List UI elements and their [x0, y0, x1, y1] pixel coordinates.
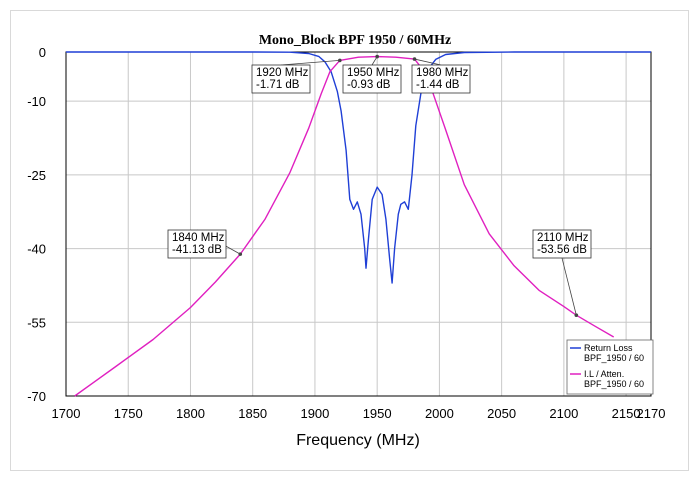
x-tick-label: 1800: [176, 406, 205, 421]
x-tick-label: 2170: [637, 406, 666, 421]
annotation-callout: 1840 MHz-41.13 dB: [167, 229, 243, 259]
annotation-box: [411, 64, 471, 94]
annotation-text: 2110 MHz: [537, 232, 589, 244]
x-tick-label: 1900: [300, 406, 329, 421]
plot-area-border: [65, 51, 652, 397]
annotation-callout: 1950 MHz-0.93 dB: [342, 54, 402, 94]
annotation-text: 1950 MHz: [347, 67, 400, 79]
chart-frame: [10, 10, 689, 471]
annotation-text: 1840 MHz: [172, 232, 225, 244]
y-axis-ticks: 0 -10 -25 -40 -55 -70: [27, 45, 46, 404]
x-axis-ticks: 1700 1750 1800 1850 1900 1950 2000 2050 2100 2150…: [52, 406, 666, 421]
annotation-leader-line: [561, 257, 577, 316]
legend-entry-label: Return Loss: [584, 343, 633, 353]
insertion-loss-line: [74, 55, 615, 397]
series-lines: [66, 51, 651, 397]
annotation-box: [167, 229, 227, 259]
annotation-text: -1.71 dB: [256, 79, 300, 91]
legend-box: [566, 339, 654, 395]
y-tick-label: -40: [27, 242, 46, 257]
y-tick-label: 0: [39, 45, 46, 60]
annotation-box: [342, 64, 402, 94]
chart-title: Mono_Block BPF 1950 / 60MHz: [259, 33, 451, 48]
annotation-marker: [412, 57, 417, 61]
x-tick-label: 1950: [363, 406, 392, 421]
annotation-marker: [338, 58, 342, 63]
annotation-box: [251, 64, 311, 94]
annotation-marker: [375, 54, 379, 59]
annotation-callout: 2110 MHz-53.56 dB: [532, 229, 592, 318]
annotation-text: 1980 MHz: [416, 67, 469, 79]
x-tick-label: 2050: [487, 406, 516, 421]
annotation-text: 1920 MHz: [256, 67, 309, 79]
annotation-leader-line: [280, 60, 340, 66]
grid-lines: [66, 52, 651, 396]
x-tick-label: 2100: [549, 406, 578, 421]
annotation-box: [532, 229, 592, 259]
annotation-callout: 1920 MHz-1.71 dB: [251, 58, 342, 94]
x-tick-label: 2000: [425, 406, 454, 421]
annotation-text: -1.44 dB: [416, 79, 460, 91]
x-tick-label: 1850: [238, 406, 267, 421]
x-tick-label: 1750: [114, 406, 143, 421]
annotation-text: -41.13 dB: [172, 244, 222, 256]
annotation-marker: [574, 313, 579, 318]
y-tick-label: -55: [27, 315, 46, 330]
x-tick-label: 2150: [612, 406, 641, 421]
annotation-text: -53.56 dB: [537, 244, 587, 256]
annotation-leader-line: [414, 58, 442, 66]
x-axis-label: Frequency (MHz): [296, 432, 420, 449]
legend-entry-label: BPF_1950 / 60: [584, 379, 644, 389]
y-tick-label: -70: [27, 389, 46, 404]
annotation-text: -0.93 dB: [347, 79, 391, 91]
legend-entry-label: I.L / Atten.: [584, 369, 624, 379]
y-tick-label: -10: [27, 94, 46, 109]
legend-entry-label: BPF_1950 / 60: [584, 353, 644, 363]
annotation-callout: 1980 MHz-1.44 dB: [411, 57, 471, 94]
y-tick-label: -25: [27, 168, 46, 183]
x-tick-label: 1700: [52, 406, 81, 421]
annotation-marker: [238, 252, 243, 256]
